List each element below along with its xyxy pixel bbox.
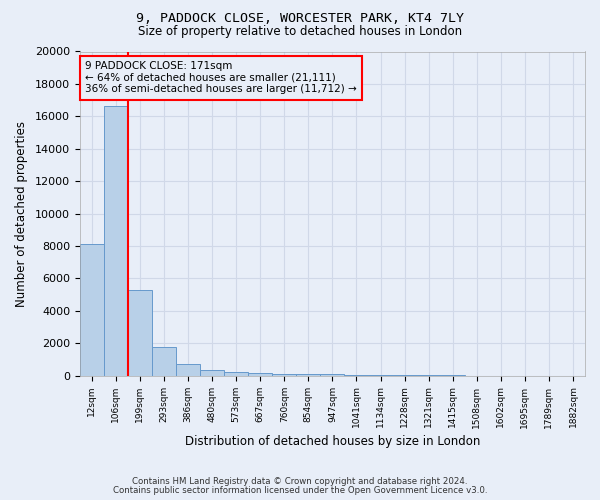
Bar	[152, 346, 176, 376]
Bar	[128, 290, 152, 376]
Bar	[200, 370, 224, 376]
Bar	[344, 374, 368, 376]
Bar	[368, 375, 392, 376]
Bar	[104, 106, 128, 376]
Bar	[80, 244, 104, 376]
Bar	[272, 374, 296, 376]
X-axis label: Distribution of detached houses by size in London: Distribution of detached houses by size …	[185, 434, 480, 448]
Bar	[248, 373, 272, 376]
Text: Contains public sector information licensed under the Open Government Licence v3: Contains public sector information licen…	[113, 486, 487, 495]
Text: 9, PADDOCK CLOSE, WORCESTER PARK, KT4 7LY: 9, PADDOCK CLOSE, WORCESTER PARK, KT4 7L…	[136, 12, 464, 26]
Y-axis label: Number of detached properties: Number of detached properties	[15, 120, 28, 306]
Text: 9 PADDOCK CLOSE: 171sqm
← 64% of detached houses are smaller (21,111)
36% of sem: 9 PADDOCK CLOSE: 171sqm ← 64% of detache…	[85, 61, 356, 94]
Text: Contains HM Land Registry data © Crown copyright and database right 2024.: Contains HM Land Registry data © Crown c…	[132, 477, 468, 486]
Text: Size of property relative to detached houses in London: Size of property relative to detached ho…	[138, 25, 462, 38]
Bar	[296, 374, 320, 376]
Bar	[320, 374, 344, 376]
Bar	[176, 364, 200, 376]
Bar	[224, 372, 248, 376]
